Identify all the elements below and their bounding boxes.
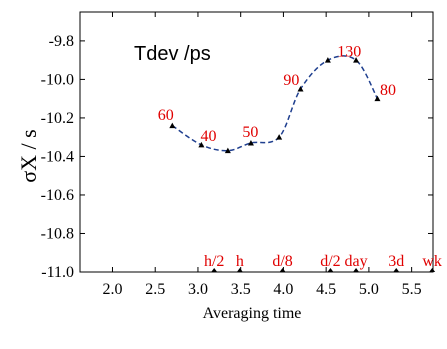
data-point-markers: [169, 57, 381, 154]
data-point: [169, 122, 176, 129]
time-marker-label: wk: [422, 253, 442, 270]
x-tick-label: 2.5: [145, 281, 165, 298]
time-markers: h/2 h d/8 d/2 day 3d wk: [204, 253, 442, 272]
data-point: [276, 134, 283, 140]
point-label: 60: [158, 107, 174, 124]
plot-frame: [79, 11, 434, 273]
data-point: [324, 57, 331, 63]
y-tick-label: -10.2: [41, 110, 74, 127]
axes-frame: [79, 11, 434, 273]
x-tick-label: 3.0: [188, 281, 208, 298]
data-point: [224, 147, 231, 154]
time-marker: [429, 268, 436, 272]
point-label: 130: [337, 43, 361, 60]
x-tick-label: 3.5: [231, 281, 251, 298]
time-marker: [279, 268, 286, 272]
data-point: [247, 139, 254, 146]
y-tick-label: -10.4: [41, 148, 74, 165]
y-tick-label: -10.0: [41, 71, 74, 88]
x-tick-label: 5.5: [402, 281, 422, 298]
point-label: 50: [242, 124, 258, 141]
data-point: [374, 95, 381, 102]
time-marker: [211, 268, 218, 272]
y-tick-label: -10.8: [41, 225, 74, 242]
time-marker: [236, 268, 243, 272]
axis-ticks: 2.0 2.5 3.0 3.5 4.0 4.5 5.0 5.5 -9.8 -10.0 -10.2 -1…: [41, 12, 433, 298]
y-tick-label: -9.8: [49, 33, 74, 50]
point-label: 90: [283, 72, 299, 89]
time-marker-label: d/2: [320, 253, 340, 270]
point-label: 80: [380, 82, 396, 99]
time-marker: [353, 268, 360, 272]
data-point: [297, 86, 304, 92]
time-marker-label: day: [345, 253, 368, 270]
point-labels: 60 40 50 90 130 80: [158, 43, 396, 145]
point-label: 40: [201, 128, 217, 145]
y-axis-title: σX / s: [16, 129, 41, 182]
x-axis-title: Averaging time: [203, 305, 302, 322]
data-point: [353, 57, 360, 63]
y-tick-label: -11.0: [41, 264, 74, 281]
x-tick-label: 4.5: [316, 281, 336, 298]
time-marker-label: h/2: [204, 253, 224, 270]
time-marker: [327, 268, 334, 272]
x-tick-label: 4.0: [273, 281, 293, 298]
x-tick-label: 5.0: [359, 281, 379, 298]
chart-title: Tdev /ps: [134, 43, 211, 65]
time-marker-label: d/8: [272, 253, 292, 270]
y-tick-label: -10.6: [41, 187, 74, 204]
data-point: [198, 141, 205, 148]
time-marker-label: h: [236, 253, 244, 270]
x-tick-label: 2.0: [102, 281, 122, 298]
time-marker-label: 3d: [388, 253, 404, 270]
time-marker: [393, 268, 400, 272]
